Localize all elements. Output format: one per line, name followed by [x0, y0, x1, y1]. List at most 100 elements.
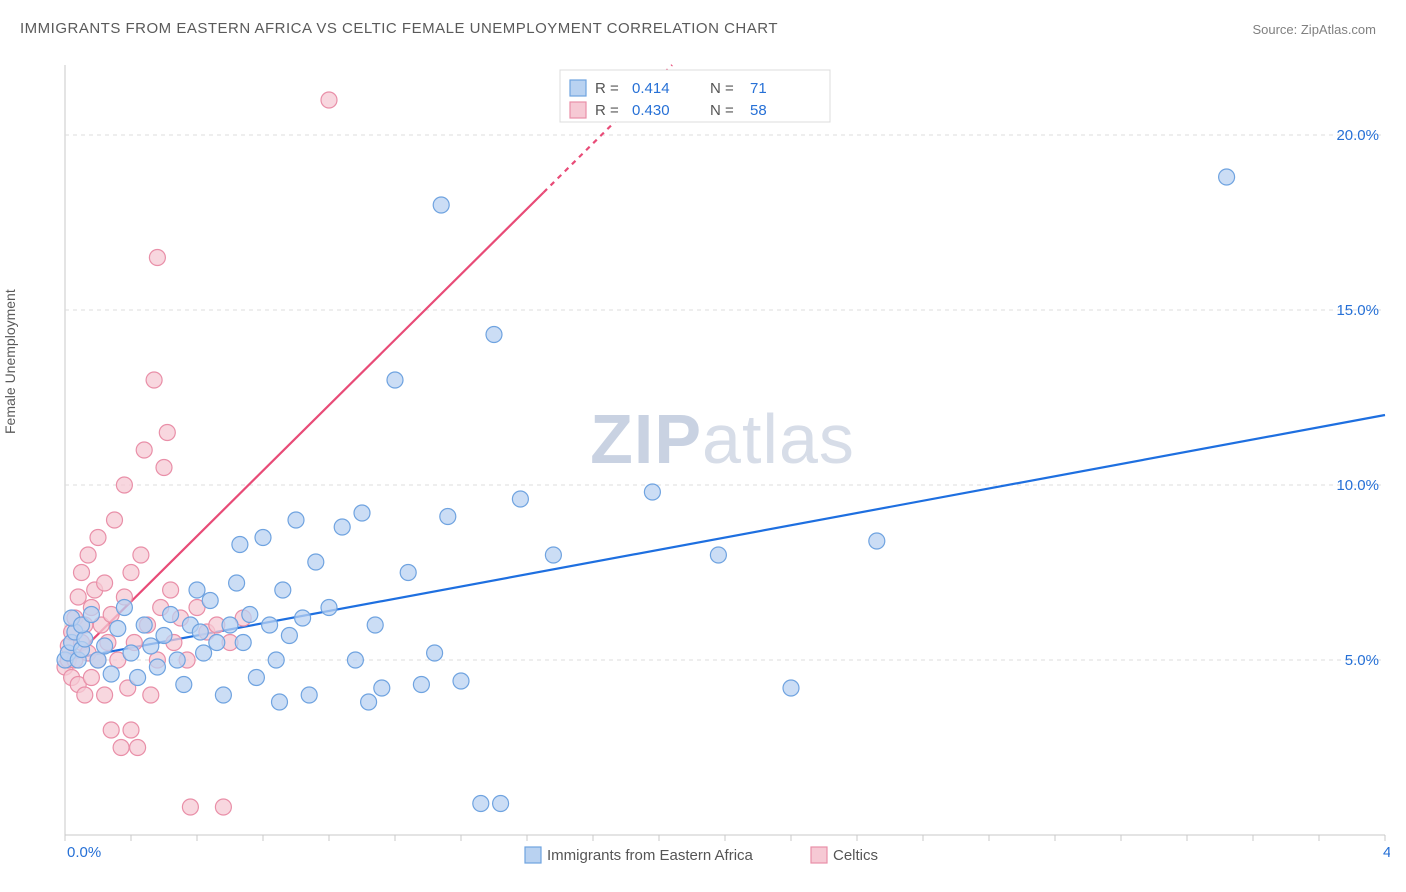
x-tick-label: 40.0% — [1383, 844, 1390, 861]
data-point — [354, 505, 370, 521]
data-point — [301, 687, 317, 703]
data-point — [159, 425, 175, 441]
scatter-chart: 5.0% 10.0% 15.0% 20.0% 0.0% 40.0% R = 0.414 N =… — [55, 55, 1390, 875]
svg-text:Immigrants from Eastern Africa: Immigrants from Eastern Africa — [547, 847, 754, 864]
data-point — [113, 740, 129, 756]
chart-area: ZIPatlas 5.0%10.0%15.0%20.0%0.0%40.0%R =… — [55, 55, 1390, 855]
data-point — [97, 575, 113, 591]
data-point — [295, 610, 311, 626]
data-point — [486, 327, 502, 343]
data-point — [123, 645, 139, 661]
data-point — [268, 652, 284, 668]
data-point — [163, 607, 179, 623]
data-point — [235, 635, 251, 651]
data-point — [367, 617, 383, 633]
data-point — [143, 687, 159, 703]
data-point — [321, 92, 337, 108]
data-point — [107, 512, 123, 528]
data-point — [334, 519, 350, 535]
data-point — [427, 645, 443, 661]
data-point — [77, 687, 93, 703]
data-point — [321, 600, 337, 616]
data-point — [74, 565, 90, 581]
data-point — [361, 694, 377, 710]
data-point — [103, 722, 119, 738]
data-point — [196, 645, 212, 661]
series-legend: Immigrants from Eastern Africa Celtics — [525, 847, 878, 864]
data-point — [97, 638, 113, 654]
svg-text:0.414: 0.414 — [632, 80, 670, 97]
data-point — [189, 582, 205, 598]
data-point — [347, 652, 363, 668]
data-point — [97, 687, 113, 703]
data-point — [90, 530, 106, 546]
chart-title: IMMIGRANTS FROM EASTERN AFRICA VS CELTIC… — [20, 20, 778, 37]
data-point — [130, 740, 146, 756]
data-point — [493, 796, 509, 812]
data-point — [644, 484, 660, 500]
data-point — [869, 533, 885, 549]
data-point — [156, 628, 172, 644]
data-point — [169, 652, 185, 668]
data-point — [116, 477, 132, 493]
data-point — [262, 617, 278, 633]
data-point — [215, 799, 231, 815]
data-point — [182, 799, 198, 815]
data-point — [288, 512, 304, 528]
data-point — [440, 509, 456, 525]
data-point — [400, 565, 416, 581]
data-point — [80, 547, 96, 563]
data-point — [133, 547, 149, 563]
data-point — [232, 537, 248, 553]
data-point — [248, 670, 264, 686]
data-point — [209, 635, 225, 651]
data-point — [149, 659, 165, 675]
data-point — [1219, 169, 1235, 185]
data-point — [255, 530, 271, 546]
data-point — [308, 554, 324, 570]
data-point — [222, 617, 238, 633]
source-label: Source: ZipAtlas.com — [1252, 22, 1376, 37]
data-point — [387, 372, 403, 388]
data-point — [143, 638, 159, 654]
data-point — [374, 680, 390, 696]
y-tick-label: 20.0% — [1336, 127, 1379, 144]
svg-text:R =: R = — [595, 102, 619, 119]
data-point — [473, 796, 489, 812]
y-tick-label: 5.0% — [1345, 652, 1379, 669]
data-point — [136, 617, 152, 633]
data-point — [215, 687, 231, 703]
data-point — [176, 677, 192, 693]
data-point — [70, 589, 86, 605]
y-tick-label: 10.0% — [1336, 477, 1379, 494]
data-point — [202, 593, 218, 609]
y-axis-label: Female Unemployment — [2, 289, 18, 434]
data-point — [783, 680, 799, 696]
data-point — [156, 460, 172, 476]
source-prefix: Source: — [1252, 22, 1300, 37]
svg-text:N =: N = — [710, 102, 734, 119]
data-point — [130, 670, 146, 686]
data-point — [272, 694, 288, 710]
data-point — [453, 673, 469, 689]
data-point — [163, 582, 179, 598]
data-point — [433, 197, 449, 213]
y-tick-label: 15.0% — [1336, 302, 1379, 319]
data-point — [413, 677, 429, 693]
stats-legend: R = 0.414N = 71R = 0.430N = 58 — [560, 70, 830, 122]
data-point — [110, 621, 126, 637]
data-point — [710, 547, 726, 563]
data-point — [275, 582, 291, 598]
x-tick-label: 0.0% — [67, 844, 101, 861]
svg-text:N =: N = — [710, 80, 734, 97]
data-point — [83, 670, 99, 686]
data-point — [512, 491, 528, 507]
svg-text:Celtics: Celtics — [833, 847, 878, 864]
data-point — [281, 628, 297, 644]
svg-text:R =: R = — [595, 80, 619, 97]
data-point — [123, 565, 139, 581]
data-point — [77, 631, 93, 647]
trend-line — [65, 192, 544, 667]
svg-text:0.430: 0.430 — [632, 102, 670, 119]
data-point — [136, 442, 152, 458]
